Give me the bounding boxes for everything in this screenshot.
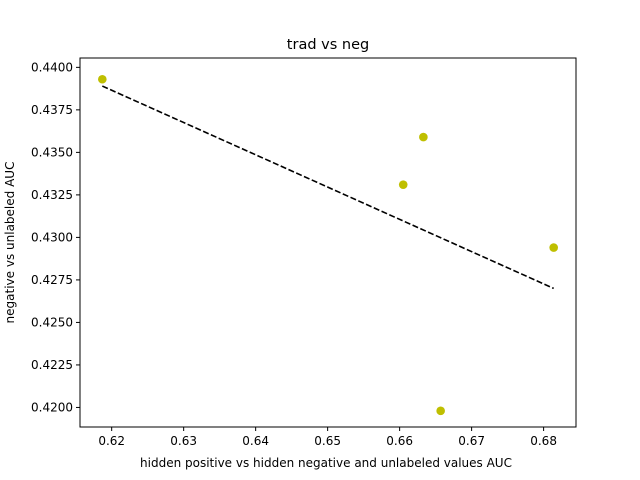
scatter-point-4 (436, 406, 445, 416)
scatter-point-2 (398, 180, 408, 189)
y-tick-label: 0.4250 (31, 316, 73, 330)
x-tick-label: 0.63 (170, 434, 197, 448)
y-tick-label: 0.4325 (31, 188, 73, 202)
chart-title: trad vs neg (287, 37, 369, 53)
scatter-point-1 (98, 74, 107, 84)
x-tick-label: 0.64 (242, 434, 269, 448)
x-tick-label: 0.67 (458, 434, 485, 448)
x-axis: 0.62 0.63 0.64 0.65 0.66 0.67 0.68 (98, 427, 557, 448)
y-tick-label: 0.4225 (31, 358, 73, 372)
x-tick-label: 0.62 (98, 434, 125, 448)
trend-line (101, 85, 555, 290)
y-axis: 0.4200 0.4225 0.4250 0.4275 0.4300 0.4325 0.43… (31, 61, 80, 415)
y-tick-label: 0.4375 (31, 103, 73, 117)
y-tick-label: 0.4275 (31, 273, 73, 287)
x-tick-label: 0.66 (386, 434, 413, 448)
y-tick-label: 0.4400 (31, 61, 73, 75)
y-tick-label: 0.4300 (31, 231, 73, 245)
y-tick-label: 0.4200 (31, 401, 73, 415)
scatter-point-3 (419, 132, 428, 142)
x-tick-label: 0.68 (530, 434, 557, 448)
y-axis-label: negative vs unlabeled AUC (3, 162, 17, 324)
x-axis-label: hidden positive vs hidden negative and u… (140, 456, 512, 470)
x-tick-label: 0.65 (314, 434, 341, 448)
scatter-point-5 (549, 243, 558, 252)
y-tick-label: 0.4350 (31, 146, 73, 160)
plot-area (98, 74, 558, 416)
